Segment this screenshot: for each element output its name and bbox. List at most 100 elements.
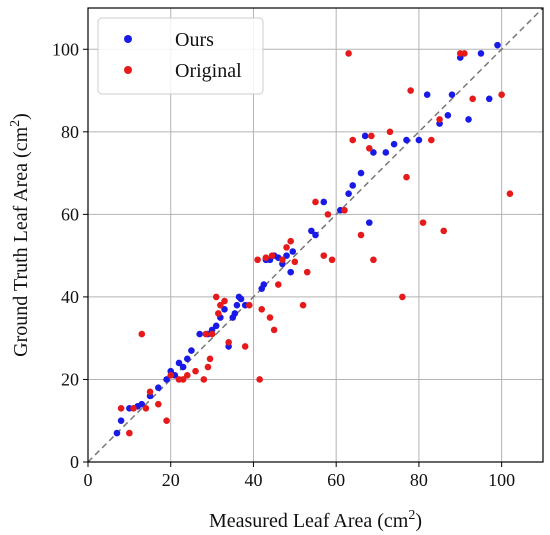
legend-marker-original (124, 66, 132, 74)
data-point (461, 50, 468, 57)
data-point (260, 281, 268, 288)
data-point (188, 347, 195, 354)
plot-frame (87, 7, 544, 463)
data-point (138, 400, 146, 408)
data-point (274, 281, 282, 288)
data-point (444, 112, 452, 119)
data-point (390, 140, 398, 148)
data-point (246, 301, 253, 309)
data-point (155, 400, 162, 408)
data-point (241, 343, 249, 350)
data-point (270, 326, 278, 334)
data-point (407, 87, 414, 94)
data-point (428, 136, 435, 144)
data-point (204, 363, 212, 371)
data-point (494, 41, 501, 49)
data-point (370, 149, 377, 156)
y-tick-label: 40 (61, 287, 79, 307)
data-point (465, 116, 472, 123)
data-point (233, 301, 241, 309)
x-tick-label: 40 (244, 470, 262, 490)
data-point (163, 376, 170, 383)
data-point (498, 91, 505, 98)
data-point (303, 268, 311, 276)
y-tick-label: 100 (52, 39, 79, 59)
legend-label-ours: Ours (175, 29, 214, 51)
y-axis-label: Ground Truth Leaf Area (cm2) (8, 113, 32, 357)
data-point (179, 363, 187, 371)
data-point (155, 384, 162, 392)
data-point (477, 50, 485, 57)
x-tick-label: 60 (327, 470, 345, 490)
data-point (200, 376, 208, 383)
data-point (436, 116, 443, 123)
data-point (357, 231, 365, 239)
data-point (308, 227, 315, 235)
data-point (146, 388, 154, 396)
data-point (312, 198, 319, 206)
data-point (283, 244, 290, 251)
data-point (386, 128, 394, 136)
x-axis-label: Measured Leaf Area (cm2) (209, 508, 422, 532)
data-point (291, 258, 299, 266)
series-original (117, 50, 514, 437)
data-point (289, 248, 297, 255)
data-point (423, 91, 431, 98)
data-point (126, 429, 133, 437)
data-point (117, 405, 125, 412)
data-point (283, 252, 290, 259)
data-point (179, 376, 187, 383)
data-point (183, 372, 191, 379)
legend-marker-ours (124, 35, 132, 43)
data-point (469, 95, 476, 103)
data-point (448, 91, 456, 98)
data-point (345, 190, 352, 198)
data-point (320, 198, 328, 206)
data-point (217, 301, 224, 309)
data-point (212, 322, 220, 330)
data-point (130, 405, 137, 412)
data-point (419, 219, 427, 226)
x-tick-label: 20 (162, 470, 180, 490)
legend-label-original: Original (175, 60, 242, 82)
data-point (258, 305, 266, 313)
data-point (403, 136, 410, 144)
data-point (299, 301, 307, 309)
y-tick-label: 60 (61, 204, 79, 224)
data-point (370, 256, 377, 264)
data-point (262, 254, 270, 261)
data-point (349, 182, 357, 189)
data-point (485, 95, 493, 103)
data-point (225, 339, 232, 346)
data-point (345, 50, 352, 57)
data-point (399, 293, 406, 301)
data-point (266, 314, 274, 321)
data-point (415, 136, 423, 144)
data-point (142, 405, 150, 412)
data-point (403, 173, 410, 181)
data-point (256, 376, 263, 383)
data-point (365, 219, 373, 226)
data-point (206, 355, 214, 363)
data-point (268, 252, 276, 259)
data-point (183, 355, 191, 363)
data-point (163, 417, 170, 425)
data-point (113, 429, 121, 437)
axis-ticks: 0 20 40 60 80 100 0 20 40 60 80 100 (52, 39, 515, 490)
x-tick-label: 100 (488, 470, 515, 490)
data-point (214, 310, 222, 317)
data-point (365, 145, 373, 152)
data-point (357, 169, 365, 177)
data-point (167, 372, 175, 379)
legend: Ours Original (97, 17, 264, 95)
data-point (287, 237, 294, 245)
y-tick-label: 80 (61, 122, 79, 142)
x-tick-label: 0 (84, 470, 93, 490)
data-point (237, 295, 245, 303)
data-point (368, 132, 375, 140)
data-point (196, 330, 203, 338)
data-point (324, 211, 332, 218)
y-tick-label: 0 (70, 452, 79, 472)
data-point (382, 149, 390, 156)
